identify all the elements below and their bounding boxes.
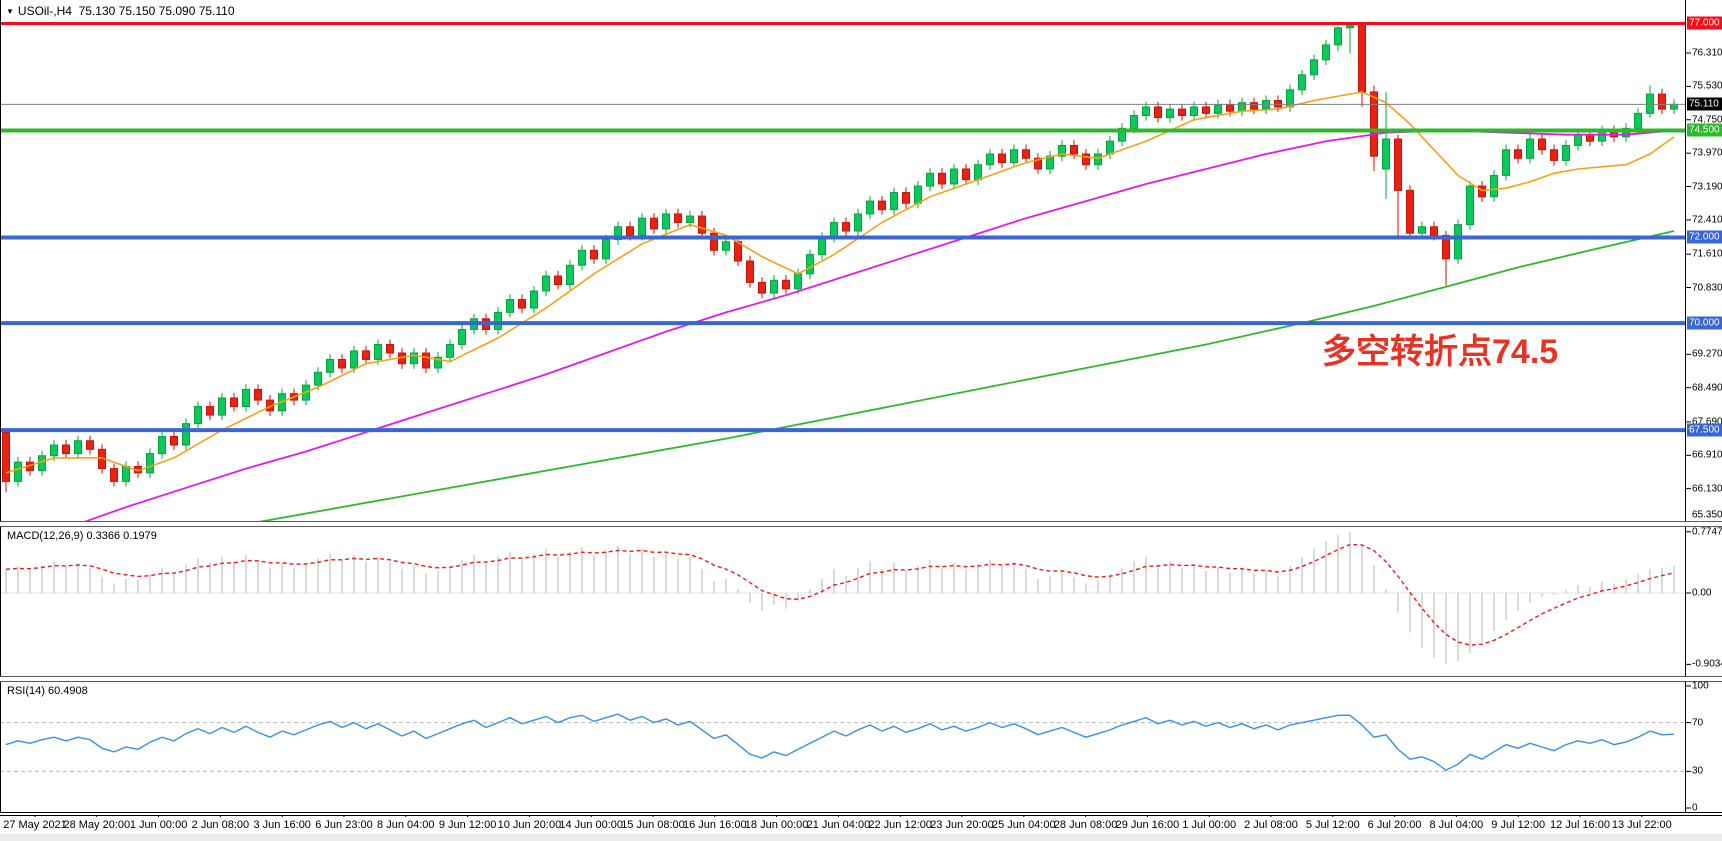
symbol-timeframe-label: USOil-,H4 bbox=[17, 4, 72, 18]
panel-separator[interactable] bbox=[0, 676, 1722, 682]
main-price-panel[interactable] bbox=[0, 21, 1685, 526]
rsi-panel[interactable] bbox=[0, 713, 1685, 772]
macd-indicator-label: MACD(12,26,9) 0.3366 0.1979 bbox=[7, 530, 157, 542]
chart-title: ▼ USOil-,H4 75.130 75.150 75.090 75.110 bbox=[6, 4, 235, 18]
ma-fast-orange bbox=[5, 91, 1675, 474]
ma-slow-green bbox=[245, 230, 1675, 526]
macd-signal-line bbox=[5, 543, 1675, 646]
window-bottom-strip bbox=[0, 834, 1722, 841]
panel-separator[interactable] bbox=[0, 521, 1722, 527]
candlesticks bbox=[2, 23, 1678, 493]
annotation-text: 多空转折点74.5 bbox=[1322, 333, 1559, 371]
macd-histogram bbox=[5, 532, 1675, 665]
rsi-indicator-label: RSI(14) 60.4908 bbox=[7, 685, 88, 697]
macd-panel[interactable] bbox=[0, 532, 1685, 665]
panel-borders bbox=[0, 0, 1691, 817]
symbol-dropdown-icon[interactable]: ▼ bbox=[6, 7, 14, 16]
panel-separator[interactable] bbox=[0, 812, 1722, 816]
rsi-line bbox=[5, 713, 1675, 772]
ohlc-quote-label: 75.130 75.150 75.090 75.110 bbox=[78, 4, 235, 18]
